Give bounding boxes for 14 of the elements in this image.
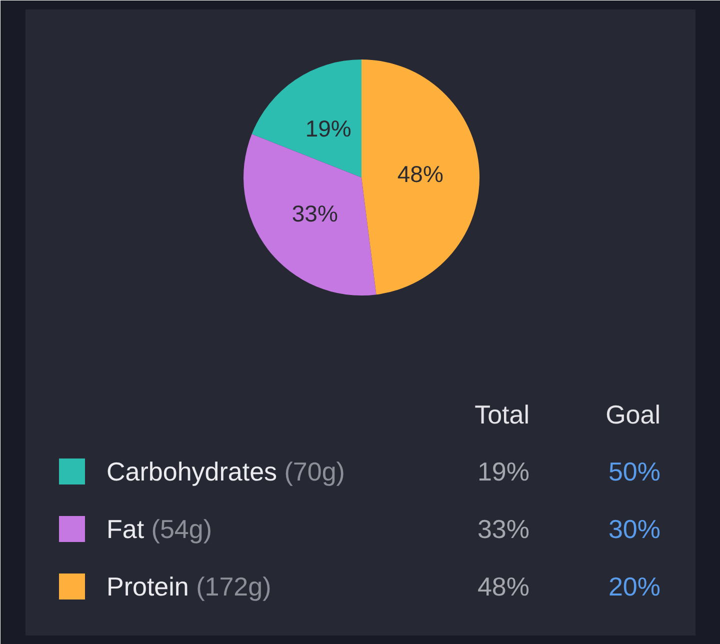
legend-label: Protein (172g) [106, 572, 272, 602]
data-label: 33% [292, 200, 338, 227]
text: 20% [608, 572, 661, 602]
slice-label: Total [474, 400, 530, 430]
text: 48% [477, 572, 530, 602]
legend-label: Carbohydrates (70g) [106, 456, 345, 486]
text: 19% [477, 456, 530, 486]
text: 50% [608, 456, 661, 486]
data-label: 48% [397, 160, 444, 187]
legend-label: Fat (54g) [106, 514, 212, 544]
text: 33% [477, 514, 530, 544]
data-label: 19% [305, 116, 352, 142]
text: Goal [606, 400, 660, 430]
text: 30% [608, 514, 661, 544]
